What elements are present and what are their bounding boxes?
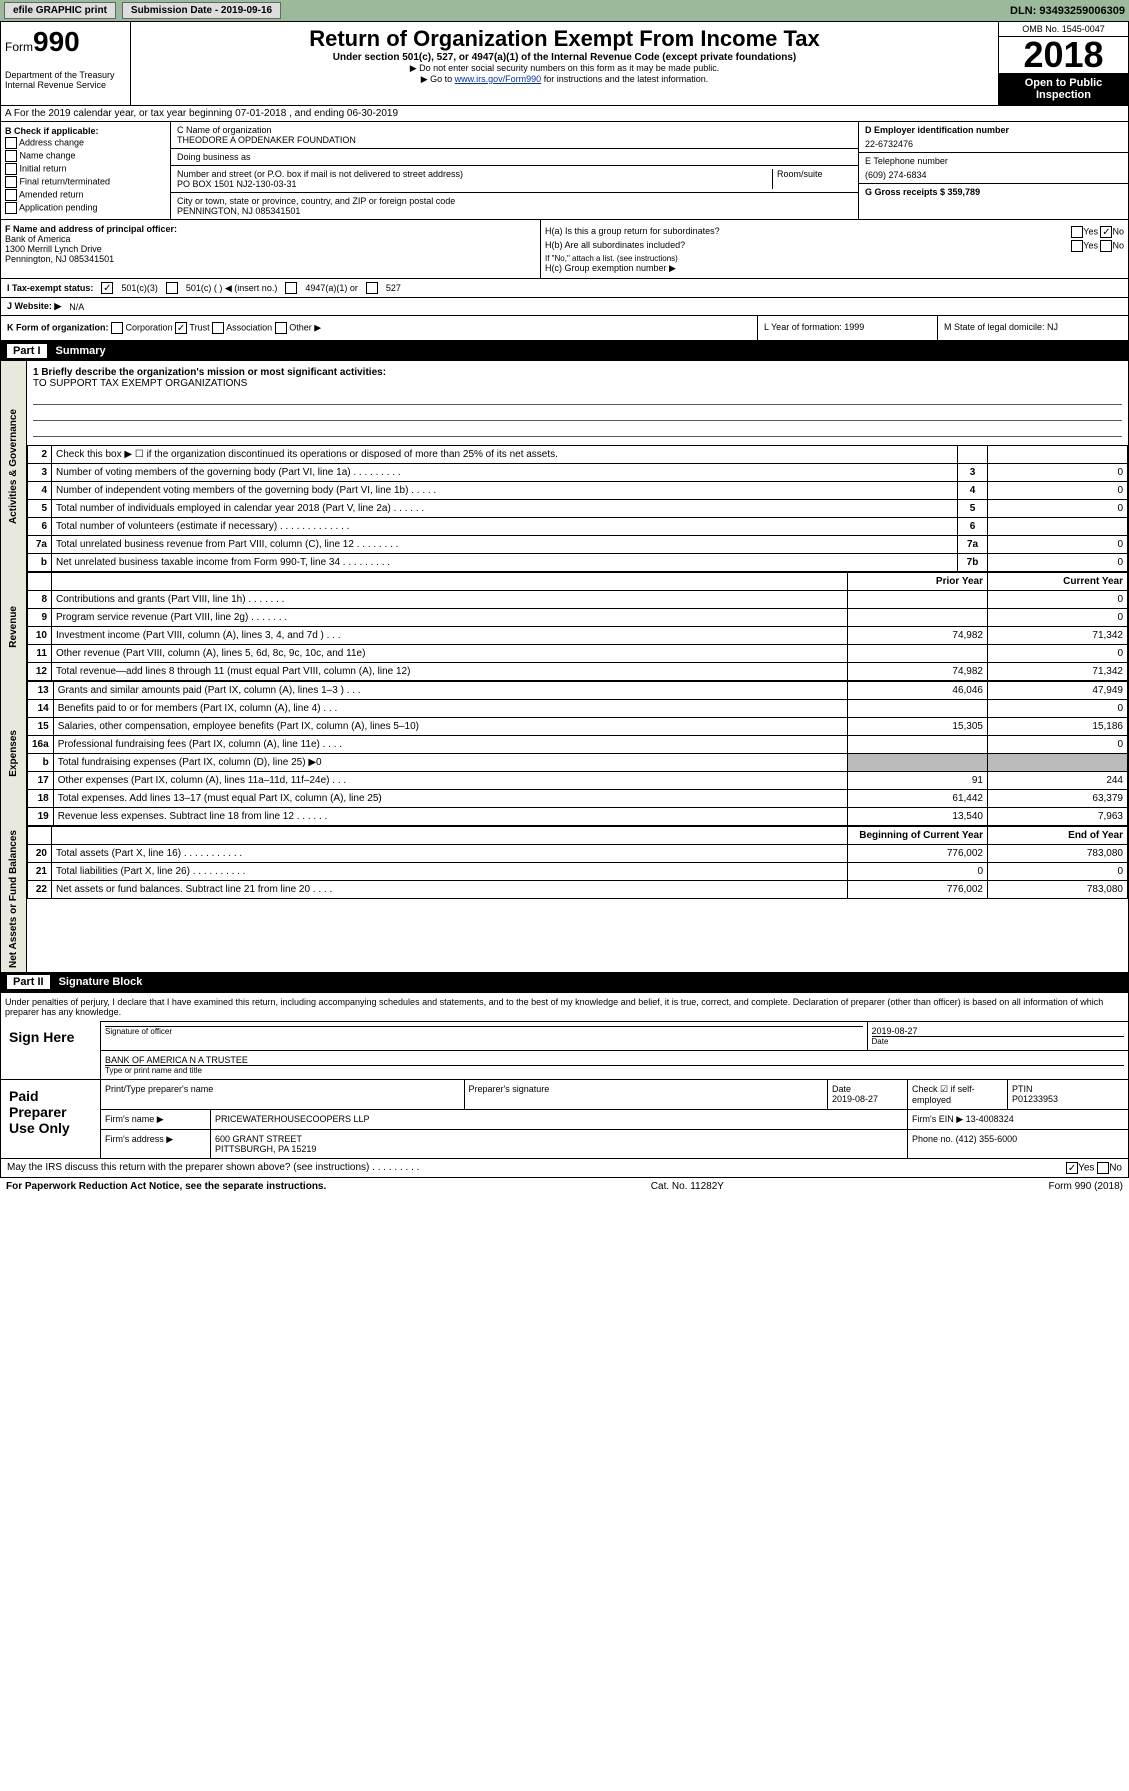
year-formation: L Year of formation: 1999 [758,316,938,340]
cat-no: Cat. No. 11282Y [651,1181,724,1192]
discuss-no[interactable] [1097,1162,1109,1174]
form-number: 990 [33,26,80,57]
firm-name: PRICEWATERHOUSECOOPERS LLP [211,1110,908,1129]
cb-initial-return[interactable]: Initial return [5,163,166,175]
website: N/A [69,302,84,312]
hb-yes[interactable] [1071,240,1083,252]
part-ii-header: Part II Signature Block [0,972,1129,992]
instructions-link[interactable]: www.irs.gov/Form990 [455,74,542,84]
tax-year: 2018 [999,37,1128,73]
dba-label: Doing business as [177,152,251,162]
gov-row-5: 5Total number of individuals employed in… [28,500,1128,518]
part-i-header: Part I Summary [0,341,1129,361]
phone: (609) 274-6834 [865,170,1122,180]
officer-name: Bank of America [5,234,536,244]
cb-list: Address change Name change Initial retur… [5,137,166,214]
cb-address-change[interactable]: Address change [5,137,166,149]
row-b: bTotal fundraising expenses (Part IX, co… [28,754,1128,772]
form-subtitle: Under section 501(c), 527, or 4947(a)(1)… [135,52,994,63]
row-10: 10Investment income (Part VIII, column (… [28,627,1128,645]
firm-addr1: 600 GRANT STREET [215,1134,302,1144]
vlabel-netassets: Net Assets or Fund Balances [6,826,21,972]
hc-group-exemption: H(c) Group exemption number ▶ [545,263,1124,274]
ptin: P01233953 [1012,1094,1058,1104]
row-20: 20Total assets (Part X, line 16) . . . .… [28,845,1128,863]
row-11: 11Other revenue (Part VIII, column (A), … [28,645,1128,663]
firm-phone: (412) 355-6000 [956,1134,1018,1144]
state-domicile: M State of legal domicile: NJ [938,316,1128,340]
row-21: 21Total liabilities (Part X, line 26) . … [28,863,1128,881]
ein: 22-6732476 [865,139,1122,149]
officer-addr1: 1300 Merrill Lynch Drive [5,244,536,254]
form-label: Form [5,40,33,54]
hb-no[interactable] [1100,240,1112,252]
cb-corp[interactable] [111,322,123,334]
form-title: Return of Organization Exempt From Incom… [135,26,994,52]
officer-print-name: BANK OF AMERICA N A TRUSTEE [105,1055,1124,1065]
col-b-checkboxes: B Check if applicable: Address change Na… [1,122,171,219]
cb-trust[interactable]: ✓ [175,322,187,334]
note-ssn: ▶ Do not enter social security numbers o… [135,63,994,74]
cb-other[interactable] [275,322,287,334]
firm-ein: 13-4008324 [966,1114,1014,1124]
form-footer: Form 990 (2018) [1049,1181,1123,1192]
cb-application-pending[interactable]: Application pending [5,202,166,214]
cb-final-return-terminated[interactable]: Final return/terminated [5,176,166,188]
vlabel-governance: Activities & Governance [6,405,21,528]
cb-501c3[interactable]: ✓ [101,282,113,294]
row-22: 22Net assets or fund balances. Subtract … [28,881,1128,899]
row-14: 14Benefits paid to or for members (Part … [28,700,1128,718]
gross-receipts: G Gross receipts $ 359,789 [865,187,980,197]
efile-btn[interactable]: efile GRAPHIC print [4,2,116,19]
gov-row-b: bNet unrelated business taxable income f… [28,554,1128,572]
paid-preparer-label: Paid Preparer Use Only [1,1080,101,1158]
prep-date: 2019-08-27 [832,1094,878,1104]
gov-row-7a: 7aTotal unrelated business revenue from … [28,536,1128,554]
row-18: 18Total expenses. Add lines 13–17 (must … [28,790,1128,808]
row-8: 8Contributions and grants (Part VIII, li… [28,591,1128,609]
irs-discuss: May the IRS discuss this return with the… [7,1162,419,1174]
row-a-period: A For the 2019 calendar year, or tax yea… [0,106,1129,122]
discuss-yes[interactable]: ✓ [1066,1162,1078,1174]
cb-amended-return[interactable]: Amended return [5,189,166,201]
perjury-declaration: Under penalties of perjury, I declare th… [1,993,1128,1021]
org-name: THEODORE A OPDENAKER FOUNDATION [177,135,852,145]
ha-yes[interactable] [1071,226,1083,238]
vlabel-expenses: Expenses [6,726,21,781]
sign-date: 2019-08-27 [872,1026,1125,1036]
row-9: 9Program service revenue (Part VIII, lin… [28,609,1128,627]
gov-row-2: 2Check this box ▶ ☐ if the organization … [28,446,1128,464]
cb-527[interactable] [366,282,378,294]
row-12: 12Total revenue—add lines 8 through 11 (… [28,663,1128,681]
topbar: efile GRAPHIC print Submission Date - 20… [0,0,1129,21]
row-16a: 16aProfessional fundraising fees (Part I… [28,736,1128,754]
submission-date: Submission Date - 2019-09-16 [122,2,281,19]
firm-addr2: PITTSBURGH, PA 15219 [215,1144,316,1154]
cb-assoc[interactable] [212,322,224,334]
gov-row-3: 3Number of voting members of the governi… [28,464,1128,482]
cb-4947[interactable] [285,282,297,294]
mission-text: TO SUPPORT TAX EXEMPT ORGANIZATIONS [33,378,1122,389]
cb-name-change[interactable]: Name change [5,150,166,162]
ha-no[interactable]: ✓ [1100,226,1112,238]
row-17: 17Other expenses (Part IX, column (A), l… [28,772,1128,790]
gov-row-4: 4Number of independent voting members of… [28,482,1128,500]
cb-501c[interactable] [166,282,178,294]
row-15: 15Salaries, other compensation, employee… [28,718,1128,736]
cb-self-employed[interactable]: Check ☑ if self-employed [908,1080,1008,1109]
dept-treasury: Department of the Treasury Internal Reve… [5,70,126,90]
row-13: 13Grants and similar amounts paid (Part … [28,682,1128,700]
officer-addr2: Pennington, NJ 085341501 [5,254,536,264]
vlabel-revenue: Revenue [6,602,21,652]
row-19: 19Revenue less expenses. Subtract line 1… [28,808,1128,826]
open-to-public: Open to Public Inspection [999,73,1128,105]
sign-here-label: Sign Here [1,1021,101,1079]
city-state-zip: PENNINGTON, NJ 085341501 [177,206,455,216]
gov-row-6: 6Total number of volunteers (estimate if… [28,518,1128,536]
form-header: Form990 Department of the Treasury Inter… [0,21,1129,106]
address: PO BOX 1501 NJ2-130-03-31 [177,179,772,189]
pra-notice: For Paperwork Reduction Act Notice, see … [6,1181,326,1192]
dln: DLN: 93493259006309 [1010,5,1125,17]
